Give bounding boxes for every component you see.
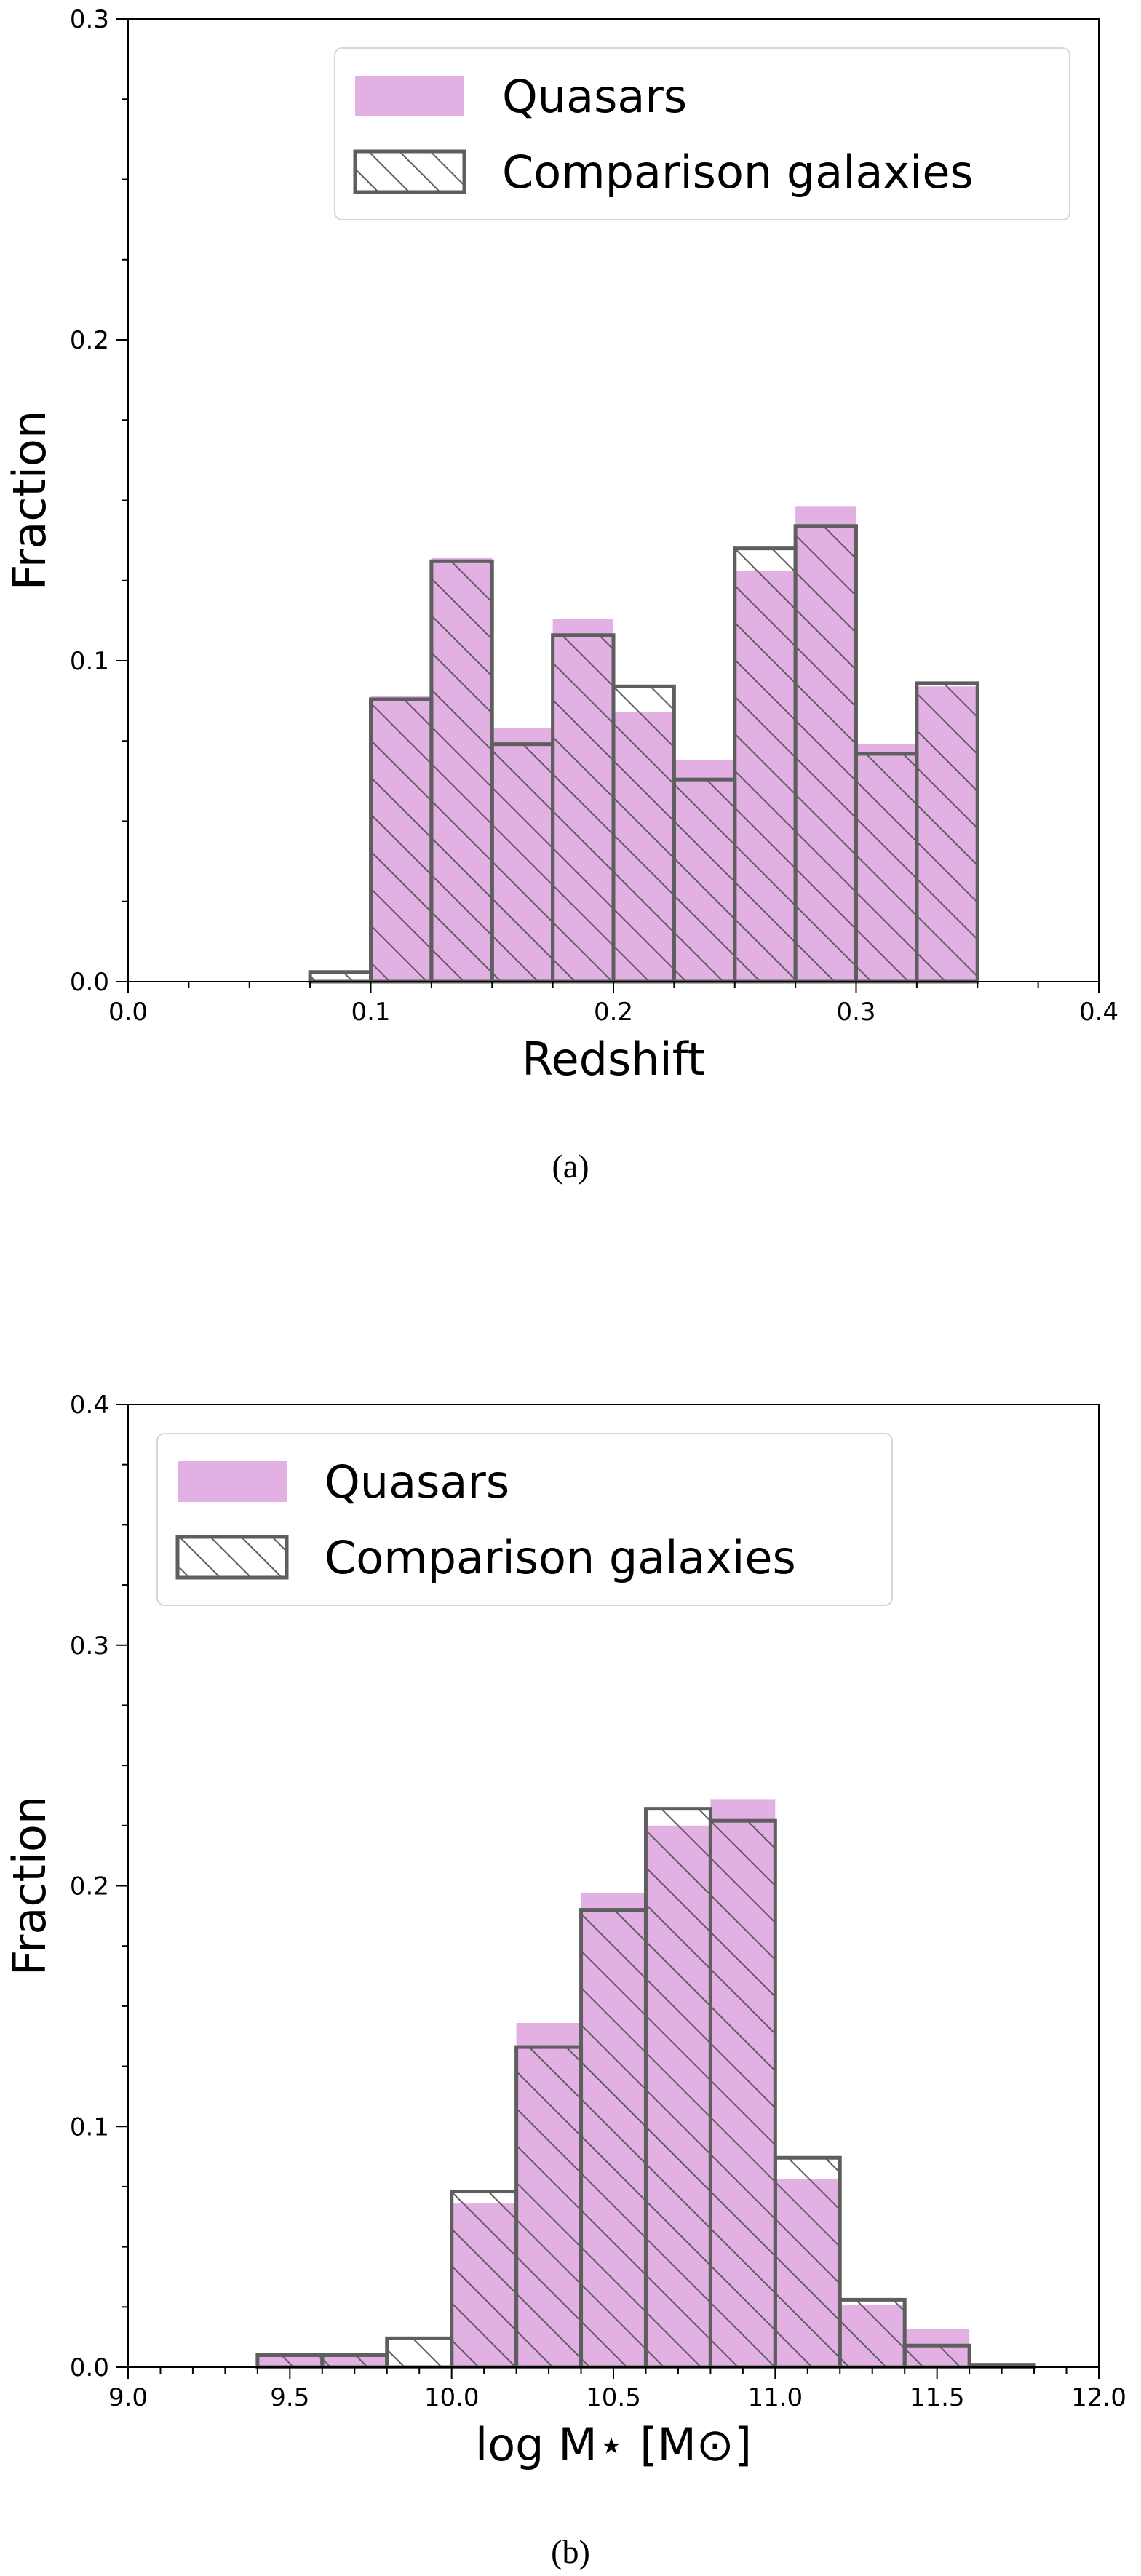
x-tick-label: 0.0 <box>108 998 148 1027</box>
comparison-bar <box>579 1908 648 2369</box>
comparison-bar <box>369 697 434 984</box>
x-tick-label: 10.0 <box>424 2383 480 2412</box>
panel-b-legend-swatch-comparison <box>175 1535 289 1580</box>
comparison-bar <box>672 777 737 984</box>
comparison-bar <box>320 2353 389 2369</box>
y-tick-label: 0.1 <box>70 647 109 676</box>
y-tick-label: 0.0 <box>70 968 109 997</box>
comparison-bar <box>514 2045 584 2369</box>
x-tick-label: 0.4 <box>1079 998 1118 1027</box>
panel-a-legend-label-comparison: Comparison galaxies <box>502 146 974 199</box>
x-tick-label: 0.3 <box>836 998 875 1027</box>
comparison-bar <box>733 546 798 984</box>
panel-b-legend-box <box>156 1433 893 1606</box>
comparison-bar <box>255 2353 325 2369</box>
y-tick-label: 0.3 <box>70 5 109 34</box>
comparison-bar <box>643 1807 712 2369</box>
y-tick-label: 0.2 <box>70 1872 109 1901</box>
comparison-bar <box>385 2336 454 2369</box>
x-tick-label: 11.5 <box>910 2383 965 2412</box>
y-tick-label: 0.0 <box>70 2353 109 2382</box>
panel-b-caption: (b) <box>551 2533 590 2570</box>
panel-a-redshift-histogram: 0.0 0.1 0.2 0.3 0.4 0.0 0.1 0.2 0.3 Redshift Fra… <box>3 5 1118 1185</box>
comparison-bar <box>915 681 979 984</box>
x-tick-label: 9.0 <box>108 2383 148 2412</box>
y-tick-label: 0.4 <box>70 1391 109 1420</box>
comparison-bar <box>308 970 373 984</box>
panel-a-caption: (a) <box>552 1148 589 1185</box>
panel-b-ticks: 9.0 9.5 10.0 10.5 11.0 11.5 12.0 0.0 0.1 0.2 0.3 0.… <box>70 1391 1126 2412</box>
panel-a-legend-label-quasars: Quasars <box>502 70 687 123</box>
panel-a-legend-swatch-quasars <box>355 76 464 116</box>
panel-b-y-axis-label: Fraction <box>3 1796 56 1976</box>
comparison-bar <box>611 684 676 984</box>
panel-a-legend-box <box>334 47 1070 220</box>
panel-b-legend-label-quasars: Quasars <box>325 1455 509 1508</box>
panel-a-x-axis-label: Redshift <box>522 1033 705 1086</box>
comparison-bar <box>551 633 616 984</box>
comparison-bar <box>773 2155 842 2369</box>
panel-b-comparison-bars <box>255 1807 1036 2369</box>
comparison-bar <box>793 524 858 984</box>
panel-b-legend-label-comparison: Comparison galaxies <box>325 1531 796 1584</box>
y-tick-label: 0.3 <box>70 1631 109 1661</box>
x-tick-label: 10.5 <box>586 2383 641 2412</box>
panel-a-legend-swatch-comparison <box>353 149 466 194</box>
y-tick-label: 0.2 <box>70 326 109 355</box>
y-tick-label: 0.1 <box>70 2112 109 2142</box>
panel-b-x-axis-label: log M⋆ [M⊙] <box>475 2418 752 2471</box>
comparison-bar <box>854 752 919 984</box>
comparison-bar <box>490 742 555 984</box>
x-tick-label: 12.0 <box>1071 2383 1126 2412</box>
x-tick-label: 9.5 <box>270 2383 309 2412</box>
panel-a-comparison-bars <box>308 524 979 984</box>
x-tick-label: 0.2 <box>594 998 633 1027</box>
panel-b-stellar-mass-histogram: 9.0 9.5 10.0 10.5 11.0 11.5 12.0 0.0 0.1 0.2 0.3 0.… <box>3 1391 1126 2570</box>
comparison-bar <box>450 2190 519 2369</box>
panel-a-ticks: 0.0 0.1 0.2 0.3 0.4 0.0 0.1 0.2 0.3 <box>70 5 1118 1027</box>
comparison-bar <box>708 1818 777 2369</box>
panel-a-y-axis-label: Fraction <box>3 410 56 591</box>
comparison-bar <box>902 2343 971 2369</box>
panel-a-legend: Quasars Comparison galaxies <box>334 47 1070 220</box>
panel-b-legend: Quasars Comparison galaxies <box>156 1433 893 1606</box>
x-tick-label: 11.0 <box>747 2383 803 2412</box>
panel-b-legend-swatch-quasars <box>178 1461 287 1502</box>
comparison-bar <box>429 559 494 984</box>
x-tick-label: 0.1 <box>351 998 390 1027</box>
comparison-bar <box>838 2297 907 2369</box>
